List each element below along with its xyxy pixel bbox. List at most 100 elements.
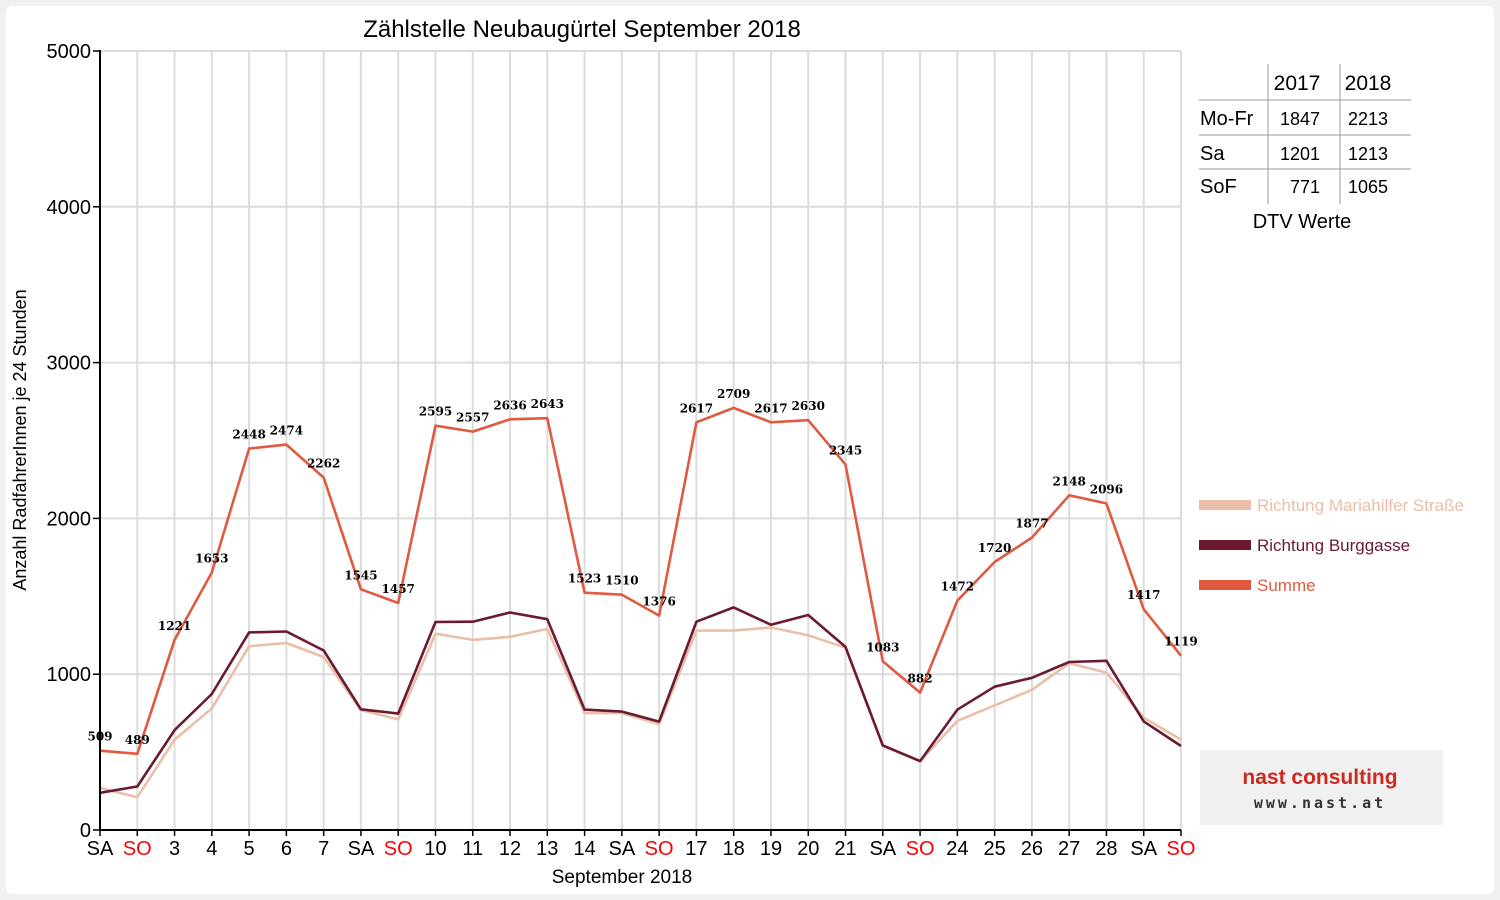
legend-label-0: Richtung Mariahilfer Straße	[1257, 496, 1464, 515]
data-label: 1545	[344, 568, 377, 582]
dtv-row-label-mofr: Mo-Fr	[1200, 108, 1254, 130]
data-label: 2709	[717, 387, 750, 401]
y-tick-label: 2000	[47, 508, 92, 530]
axes	[93, 50, 1182, 836]
x-tick-label: SO	[1167, 838, 1196, 860]
data-label: 1877	[1015, 517, 1048, 531]
data-label: 1510	[605, 574, 638, 588]
x-tick-label: 24	[946, 838, 968, 860]
dtv-row-label-sa: Sa	[1200, 143, 1225, 165]
x-tick-label: 27	[1058, 838, 1080, 860]
x-tick-label: 6	[281, 838, 292, 860]
data-label: 2557	[456, 411, 489, 425]
x-tick-label: SA	[87, 838, 114, 860]
data-label: 882	[908, 672, 933, 686]
x-tick-label: 19	[760, 838, 782, 860]
x-tick-label: 4	[206, 838, 217, 860]
x-tick-label: 28	[1095, 838, 1117, 860]
data-label: 1083	[866, 640, 899, 654]
data-label: 1653	[195, 551, 228, 565]
dtv-mofr-2017: 1847	[1280, 109, 1320, 129]
y-axis-label: Anzahl RadfahrerInnen je 24 Stunden	[10, 289, 30, 590]
x-tick-label: 17	[685, 838, 707, 860]
x-tick-labels: SA SO 3 4 5 6 7 SA SO 10 11 12 13 14 SA SO 17 18 19 20 21 SA S…	[87, 838, 1196, 860]
legend-label-1: Richtung Burggasse	[1257, 536, 1410, 555]
dtv-sof-2017: 771	[1290, 177, 1320, 197]
x-tick-label: SA	[869, 838, 896, 860]
chart-title: Zählstelle Neubaugürtel September 2018	[363, 16, 801, 43]
nast-consulting-logo: nast consulting www.nast.at	[1200, 750, 1443, 825]
legend-swatch-0	[1199, 500, 1251, 510]
data-label: 2448	[232, 428, 265, 442]
x-tick-label: SA	[348, 838, 375, 860]
x-tick-label: SO	[906, 838, 935, 860]
chart-frame	[6, 6, 1494, 894]
data-label: 2636	[493, 398, 526, 412]
x-tick-label: 14	[573, 838, 595, 860]
data-label: 1720	[978, 541, 1011, 555]
dtv-row-label-sof: SoF	[1200, 176, 1237, 198]
data-label: 2630	[792, 399, 825, 413]
dtv-table: 2017 2018 Mo-Fr 1847 2213 Sa 1201 1213 S…	[1199, 64, 1411, 233]
data-label: 2345	[829, 444, 862, 458]
x-tick-label: 18	[723, 838, 745, 860]
logo-name: nast consulting	[1242, 766, 1397, 789]
data-label: 2096	[1090, 482, 1123, 496]
series-line-1	[99, 606, 1182, 795]
legend-label-2: Summe	[1257, 576, 1316, 595]
grid-lines	[100, 50, 1182, 830]
y-tick-label: 3000	[47, 353, 92, 375]
y-tick-labels: 0 1000 2000 3000 4000 5000	[47, 41, 92, 842]
x-tick-label: SO	[123, 838, 152, 860]
dtv-mofr-2018: 2213	[1348, 109, 1388, 129]
data-label: 2643	[531, 397, 564, 411]
x-tick-label: 25	[983, 838, 1005, 860]
dtv-sa-2018: 1213	[1348, 144, 1388, 164]
x-tick-label: 11	[462, 838, 483, 860]
data-label: 2595	[419, 405, 452, 419]
data-label: 1221	[158, 619, 191, 633]
data-label: 1119	[1164, 635, 1197, 649]
x-tick-label: 26	[1021, 838, 1043, 860]
y-tick-label: 1000	[47, 664, 92, 686]
x-tick-label: 21	[834, 838, 856, 860]
data-label: 1417	[1127, 588, 1160, 602]
x-tick-label: 3	[169, 838, 180, 860]
y-tick-label: 0	[80, 820, 91, 842]
data-label: 1457	[382, 582, 415, 596]
data-label: 2148	[1052, 474, 1085, 488]
x-tick-label: 13	[536, 838, 558, 860]
logo-url: www.nast.at	[1254, 794, 1386, 812]
data-label: 509	[87, 730, 112, 744]
data-label: 2617	[754, 401, 787, 415]
series-line-0	[99, 626, 1182, 799]
x-tick-label: 5	[244, 838, 255, 860]
data-label: 489	[125, 733, 150, 747]
dtv-caption: DTV Werte	[1253, 211, 1352, 233]
legend: Richtung Mariahilfer Straße Richtung Burg…	[1199, 496, 1464, 595]
y-tick-label: 4000	[47, 197, 92, 219]
series-line-2	[99, 406, 1183, 756]
dtv-sa-2017: 1201	[1280, 144, 1320, 164]
x-tick-label: SO	[384, 838, 413, 860]
data-label: 2474	[270, 424, 303, 438]
x-tick-label: SA	[1130, 838, 1157, 860]
x-tick-label: 7	[318, 838, 329, 860]
x-tick-label: 20	[797, 838, 819, 860]
legend-swatch-1	[1199, 540, 1251, 550]
legend-swatch-2	[1199, 580, 1251, 590]
y-tick-label: 5000	[47, 41, 92, 63]
x-tick-label: 10	[424, 838, 446, 860]
data-label: 1472	[941, 580, 974, 594]
x-tick-label: 12	[499, 838, 521, 860]
dtv-col-2018: 2018	[1345, 72, 1392, 95]
x-tick-label: SO	[645, 838, 674, 860]
x-axis-label: September 2018	[552, 867, 693, 888]
x-tick-label: SA	[609, 838, 636, 860]
dtv-col-2017: 2017	[1274, 72, 1321, 95]
data-label: 1376	[642, 595, 675, 609]
data-label: 2262	[307, 457, 340, 471]
data-label: 2617	[680, 401, 713, 415]
data-label: 1523	[568, 572, 601, 586]
